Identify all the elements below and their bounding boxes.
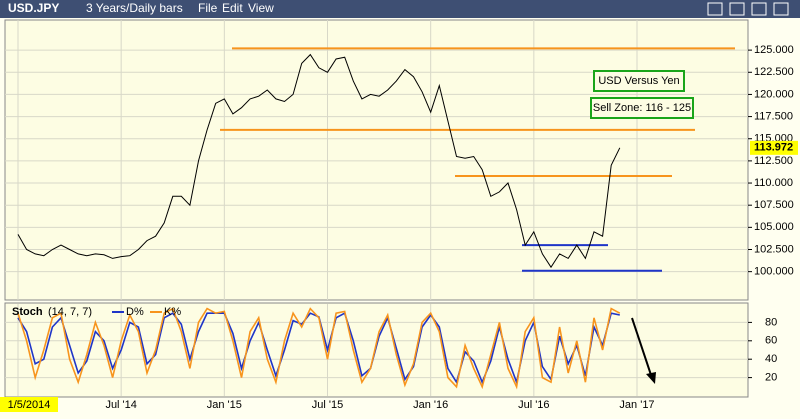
icon[interactable]	[707, 2, 723, 16]
icon[interactable]	[751, 2, 767, 16]
date-highlight	[0, 397, 58, 412]
toolbar-bg	[0, 0, 800, 18]
y-tick-label: 117.500	[754, 110, 793, 122]
legend-label: D%	[126, 306, 144, 318]
y-tick-label: 107.500	[754, 199, 794, 211]
plot	[5, 20, 748, 396]
y-tick-label: 80	[765, 316, 777, 328]
toolbar: USD.JPY 3 Years/Daily bars File Edit Vie…	[0, 0, 800, 18]
box	[590, 97, 694, 119]
x-tick-label: Jan '15	[207, 399, 242, 411]
symbol[interactable]: USD.JPY	[8, 1, 59, 15]
x-tick-label: 1/5/2014	[8, 399, 51, 411]
series-line	[17, 53, 621, 269]
y-tick-label: 110.000	[754, 177, 793, 189]
icon[interactable]	[729, 2, 745, 16]
stoch-params: (14, 7, 7)	[48, 306, 92, 318]
annotation-box: USD Versus Yen Sell Zone: 116 - 125	[590, 70, 694, 119]
annotation: USD Versus Yen	[598, 75, 679, 87]
annotation: Sell Zone: 116 - 125	[593, 102, 691, 114]
x-tick-label: Jul '16	[518, 399, 549, 411]
last-price: 113.972	[754, 142, 793, 154]
menu[interactable]: Edit	[222, 1, 243, 15]
x-tick-label: Jul '14	[105, 399, 136, 411]
y-tick-label: 102.500	[754, 243, 794, 255]
price-panel	[4, 19, 749, 301]
box	[593, 70, 685, 92]
period[interactable]: 3 Years/Daily bars	[86, 1, 183, 15]
y-tick-label: 20	[765, 372, 777, 384]
arrow	[631, 317, 653, 379]
icon[interactable]	[773, 2, 789, 16]
y-tick-label: 112.500	[754, 155, 793, 167]
y-tick-label: 120.000	[754, 88, 794, 100]
stoch-title: Stoch	[12, 306, 43, 318]
y-tick-label: 40	[765, 353, 777, 365]
series-line	[17, 307, 621, 390]
legend-label: K%	[164, 306, 181, 318]
y-tick-label: 105.000	[754, 221, 794, 233]
x-tick-label: Jan '17	[619, 399, 654, 411]
y-tick-label: 122.500	[754, 66, 794, 78]
arrow-head	[646, 372, 656, 384]
menu[interactable]: View	[248, 1, 274, 15]
x-tick-label: Jul '15	[312, 399, 343, 411]
menu[interactable]: File	[198, 1, 218, 15]
x-tick-label: Jan '16	[413, 399, 448, 411]
y-tick-label: 125.000	[754, 44, 794, 56]
y-tick-label: 100.000	[754, 266, 794, 278]
last-price-box	[750, 140, 798, 155]
y-tick-label: 60	[765, 335, 777, 347]
